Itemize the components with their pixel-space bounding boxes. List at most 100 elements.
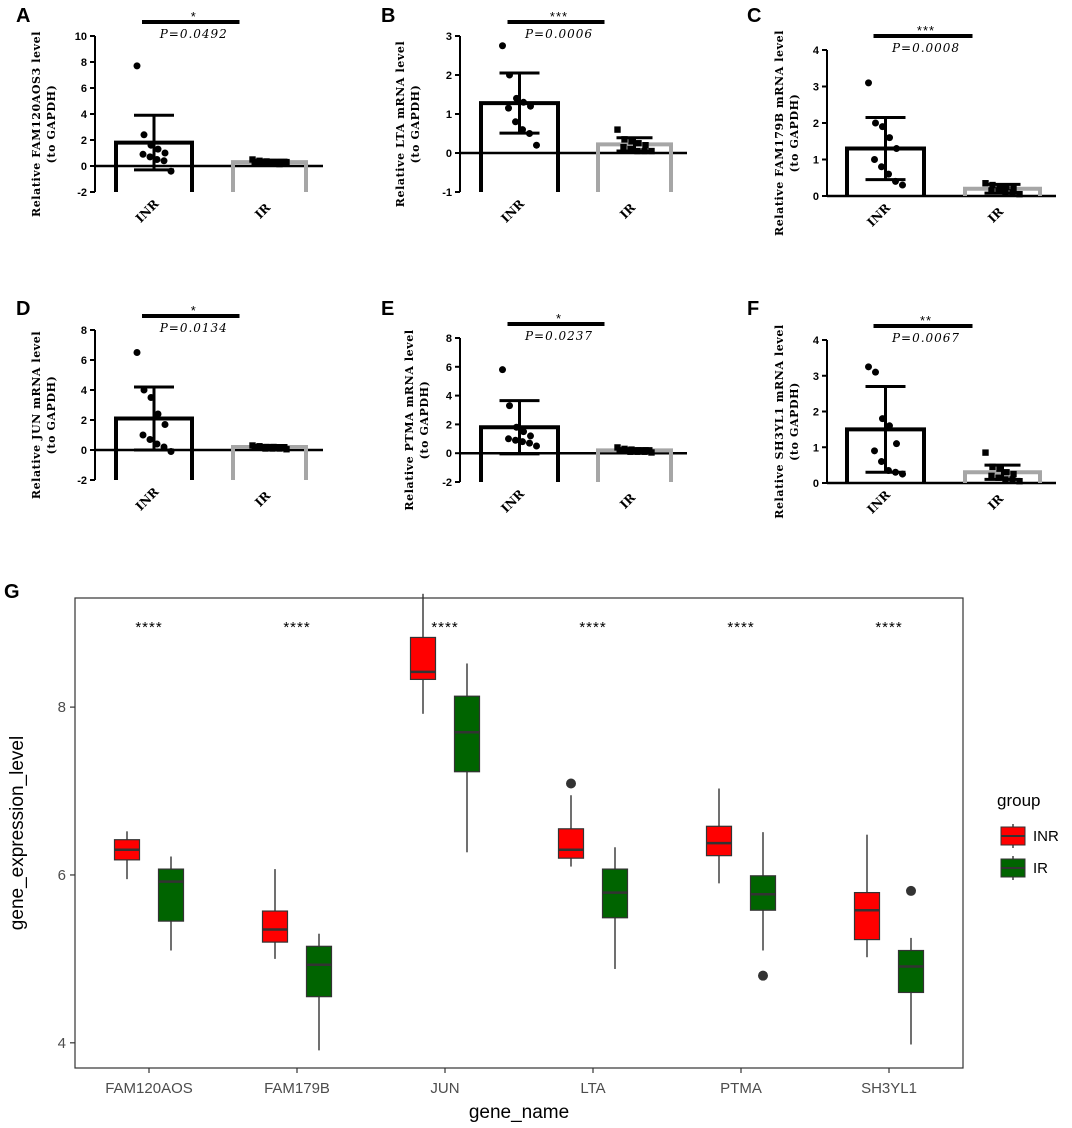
x-tick-label: INR — [498, 196, 527, 225]
y-axis-title: Relative FAM179B mRNA level — [773, 30, 786, 236]
panel-c: C 0 1 2 3 4 Relative FAM179B mRNA level (to GAP… — [747, 5, 1056, 236]
data-point-ir — [642, 142, 649, 149]
x-tick-label: IR — [617, 200, 639, 222]
data-point-ir — [262, 445, 269, 452]
data-point-ir — [1003, 469, 1010, 476]
panel-label: G — [4, 581, 20, 603]
data-point-ir — [995, 474, 1002, 481]
data-point-inr — [161, 149, 169, 157]
data-point-ir — [249, 156, 256, 163]
data-point-ir — [276, 445, 283, 452]
y-tick-label: 1 — [446, 109, 452, 121]
y-axis-title: Relative PTMA mRNA level — [403, 329, 416, 510]
x-tick-label: FAM179B — [264, 1080, 330, 1097]
panel-label: E — [381, 298, 394, 320]
data-point-inr — [139, 150, 147, 158]
data-point-inr — [160, 443, 168, 451]
y-tick-label: 0 — [813, 478, 819, 490]
outlier-point — [758, 970, 768, 981]
legend: group INR IR — [997, 791, 1059, 880]
box-inr — [705, 825, 733, 857]
x-tick-label: FAM120AOS — [105, 1080, 193, 1097]
y-axis-title-unit: (to GAPDH) — [788, 94, 801, 173]
data-point-ir — [614, 444, 621, 451]
data-point-ir — [641, 147, 648, 155]
y-tick-label: 0 — [81, 445, 87, 457]
data-point-inr — [865, 79, 872, 87]
y-tick-label: 4 — [81, 385, 88, 397]
panel-label: C — [747, 5, 761, 27]
box-inr — [409, 636, 437, 681]
data-point-ir — [982, 180, 989, 187]
data-point-ir — [1002, 476, 1009, 483]
x-tick-label: INR — [864, 200, 893, 229]
data-point-inr — [878, 458, 885, 466]
data-point-inr — [512, 118, 519, 126]
box-ir — [749, 875, 777, 911]
outlier-point — [566, 778, 576, 789]
data-point-inr — [865, 363, 872, 371]
box-ir — [157, 868, 185, 922]
data-point-inr — [499, 366, 506, 374]
data-point-ir — [648, 147, 655, 155]
y-tick-label: 6 — [81, 355, 87, 367]
x-tick-label: INR — [133, 196, 162, 225]
y-tick-label: 10 — [75, 31, 87, 43]
y-tick-label: 8 — [81, 57, 87, 69]
significance-stars: **** — [875, 619, 902, 636]
data-point-ir — [1009, 189, 1016, 196]
panel-g: G 4 6 8 FAM120AOS **** FAM179B **** JUN **** LTA **… — [4, 581, 1059, 1123]
data-point-inr — [520, 428, 527, 436]
data-point-ir — [627, 145, 634, 153]
y-tick-label: 6 — [81, 83, 87, 95]
panel-label: B — [381, 5, 395, 27]
x-tick-label: INR — [864, 487, 893, 516]
box-inr — [557, 828, 585, 859]
data-point-ir — [1002, 189, 1009, 196]
data-point-inr — [892, 468, 899, 476]
data-point-inr — [133, 62, 141, 70]
y-tick-label: 8 — [81, 325, 87, 337]
data-point-ir — [995, 187, 1002, 194]
x-axis-title: gene_name — [469, 1102, 569, 1123]
y-axis-title-unit: (to GAPDH) — [788, 382, 801, 461]
data-point-inr — [533, 442, 540, 450]
y-axis-title-unit: (to GAPDH) — [45, 376, 58, 455]
x-tick-label: LTA — [580, 1080, 605, 1097]
y-tick-label: 4 — [81, 109, 88, 121]
data-point-ir — [989, 181, 996, 189]
y-tick-label: 2 — [813, 407, 819, 419]
p-value: P=0.0492 — [159, 27, 228, 41]
data-point-ir — [621, 136, 628, 143]
box-inr — [853, 891, 881, 941]
data-point-ir — [1016, 478, 1023, 485]
data-point-ir — [988, 187, 995, 194]
legend-label: IR — [1033, 860, 1048, 877]
data-point-ir — [1009, 476, 1016, 483]
data-point-inr — [885, 170, 892, 178]
data-point-ir — [641, 448, 648, 455]
data-point-inr — [133, 349, 141, 356]
data-point-ir — [634, 147, 641, 155]
data-point-inr — [871, 156, 878, 163]
y-axis-title-unit: (to GAPDH) — [409, 85, 422, 164]
significance-stars: * — [191, 9, 197, 24]
data-point-inr — [533, 141, 540, 149]
y-tick-label: 6 — [446, 362, 452, 374]
panel-e: E -2 0 2 4 6 8 Relative PTMA mRNA level (to GAPD… — [381, 298, 687, 516]
box-ir — [453, 695, 481, 773]
panel-a: A -2 0 2 4 6 8 10 Relative FAM120AOS3 level (to G… — [16, 5, 323, 226]
data-point-ir — [989, 463, 996, 471]
y-tick-label: 2 — [81, 135, 87, 147]
y-axis-title: Relative SH3YL1 mRNA level — [773, 324, 786, 519]
data-point-inr — [893, 440, 900, 448]
data-point-ir — [635, 140, 642, 147]
x-tick-label: INR — [498, 486, 527, 515]
significance-stars: *** — [917, 23, 935, 38]
data-point-inr — [886, 134, 893, 142]
plot-frame — [74, 597, 964, 1069]
data-point-inr — [506, 71, 513, 79]
box-ir — [305, 945, 333, 998]
y-tick-label: 0 — [81, 161, 87, 173]
data-point-ir — [1010, 470, 1017, 478]
